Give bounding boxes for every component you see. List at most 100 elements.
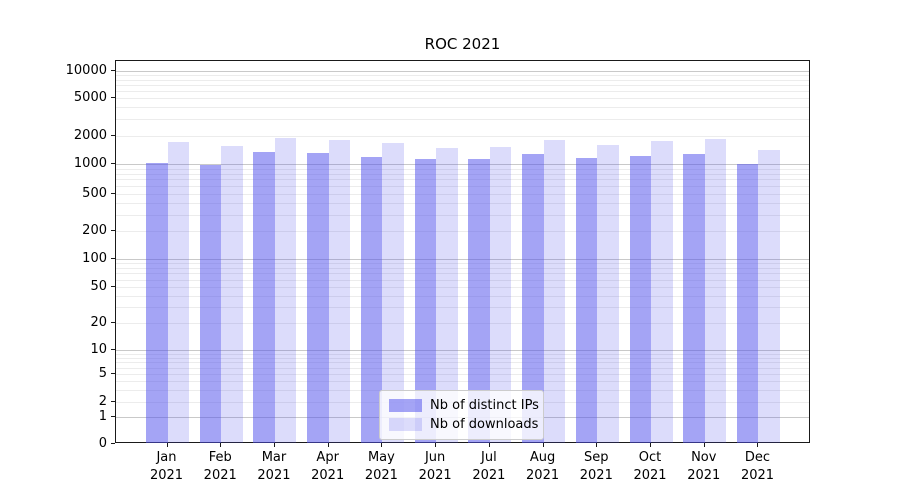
bar-may-distinct-ips <box>360 156 383 443</box>
x-axis-tick-label: Aug 2021 <box>526 450 560 483</box>
x-tick-mark <box>435 443 437 447</box>
y-tick-mark <box>111 416 115 417</box>
x-axis-tick-label: Sep 2021 <box>579 450 613 483</box>
y-tick-mark <box>111 135 115 136</box>
grid-line-minor <box>116 268 809 269</box>
bar-jul-downloads <box>489 146 512 443</box>
grid-line-minor <box>116 273 809 275</box>
x-tick-mark <box>273 443 275 447</box>
bar-oct-downloads <box>651 140 673 443</box>
y-axis-tick-label: 10000 <box>65 63 107 78</box>
bar-apr-distinct-ips <box>307 153 329 443</box>
y-axis-tick-label: 2000 <box>73 128 107 143</box>
grid-line-minor <box>116 307 809 309</box>
bar-dec-downloads <box>758 149 780 443</box>
x-axis-tick-label: Dec 2021 <box>740 450 775 483</box>
x-axis-tick-label: Apr 2021 <box>311 450 345 483</box>
grid-line-minor <box>116 231 809 232</box>
y-axis-tick-label: 1 <box>98 409 107 424</box>
grid-line-minor <box>116 179 809 181</box>
x-tick-mark <box>381 443 383 447</box>
legend: Nb of distinct IPs Nb of downloads <box>379 390 544 440</box>
y-tick-mark <box>111 401 115 402</box>
grid-line-minor <box>116 107 809 109</box>
bar-aug-distinct-ips <box>522 153 544 443</box>
bar-feb-downloads <box>221 146 243 443</box>
plot-area <box>115 60 810 443</box>
x-tick-mark <box>596 443 598 447</box>
y-axis-tick-label: 10 <box>90 342 107 357</box>
grid-line-minor <box>116 186 809 188</box>
bar-jan-distinct-ips <box>146 162 168 443</box>
grid-line-minor <box>116 367 809 369</box>
bar-jul-distinct-ips <box>468 159 490 443</box>
x-tick-mark <box>757 443 759 447</box>
bar-oct-distinct-ips <box>629 155 652 443</box>
grid-line-minor <box>116 357 809 359</box>
grid-line-major <box>116 259 809 260</box>
legend-swatch-distinct-ips <box>389 399 422 412</box>
bar-aug-downloads <box>543 140 566 443</box>
grid-line-minor <box>116 374 809 375</box>
bar-dec-distinct-ips <box>736 163 759 443</box>
grid-line-minor <box>116 214 809 216</box>
bar-sep-distinct-ips <box>575 158 598 443</box>
y-axis-tick-label: 50 <box>90 279 107 294</box>
bar-jun-distinct-ips <box>414 158 437 443</box>
grid-line-minor <box>116 263 809 265</box>
y-axis-tick-label: 0 <box>98 436 107 451</box>
x-tick-mark <box>166 443 168 447</box>
legend-item: Nb of downloads <box>389 415 539 434</box>
legend-swatch-downloads <box>389 418 422 431</box>
grid-line-minor <box>116 136 809 137</box>
bar-nov-distinct-ips <box>683 153 705 443</box>
grid-line-minor <box>116 75 809 77</box>
grid-line-minor <box>116 279 809 281</box>
y-tick-mark <box>111 443 115 444</box>
x-tick-mark <box>650 443 652 447</box>
y-axis-tick-label: 500 <box>82 186 107 201</box>
grid-line-minor <box>116 84 809 86</box>
grid-line-minor <box>116 173 809 175</box>
x-tick-mark <box>327 443 329 447</box>
x-axis-tick-label: Nov 2021 <box>687 450 721 483</box>
y-tick-mark <box>111 286 115 287</box>
grid-line-minor <box>116 380 809 382</box>
grid-line-major <box>116 164 809 165</box>
grid-line-minor <box>116 119 809 121</box>
y-tick-mark <box>111 193 115 194</box>
legend-item: Nb of distinct IPs <box>389 396 539 415</box>
grid-line-minor <box>116 295 809 297</box>
x-axis-tick-label: Jun 2021 <box>418 450 452 483</box>
bar-mar-distinct-ips <box>253 151 275 443</box>
y-axis-tick-label: 200 <box>82 223 107 238</box>
y-axis-tick-label: 5000 <box>73 90 107 105</box>
x-axis-tick-label: Oct 2021 <box>633 450 667 483</box>
x-axis-tick-label: Jul 2021 <box>472 450 506 483</box>
x-tick-mark <box>220 443 222 447</box>
bar-mar-downloads <box>274 138 297 443</box>
bar-jan-downloads <box>167 142 189 443</box>
y-axis-tick-label: 1000 <box>73 156 107 171</box>
grid-line-minor <box>116 90 809 92</box>
x-axis-tick-label: May 2021 <box>364 450 398 483</box>
grid-line-minor <box>116 79 809 81</box>
grid-line-minor <box>116 168 809 170</box>
y-axis-tick-label: 5 <box>98 366 107 381</box>
y-tick-mark <box>111 163 115 164</box>
grid-line-major <box>116 71 809 72</box>
grid-line-minor <box>116 323 809 324</box>
y-tick-mark <box>111 230 115 231</box>
legend-label: Nb of distinct IPs <box>430 398 539 413</box>
y-tick-mark <box>111 322 115 323</box>
x-axis-tick-label: Jan 2021 <box>149 450 184 483</box>
bar-jun-downloads <box>436 147 458 443</box>
bar-apr-downloads <box>328 139 351 443</box>
y-tick-mark <box>111 349 115 350</box>
grid-line-minor <box>116 353 809 355</box>
bar-nov-downloads <box>704 138 727 443</box>
y-axis-tick-label: 20 <box>90 315 107 330</box>
y-tick-mark <box>111 97 115 98</box>
legend-label: Nb of downloads <box>430 417 539 432</box>
